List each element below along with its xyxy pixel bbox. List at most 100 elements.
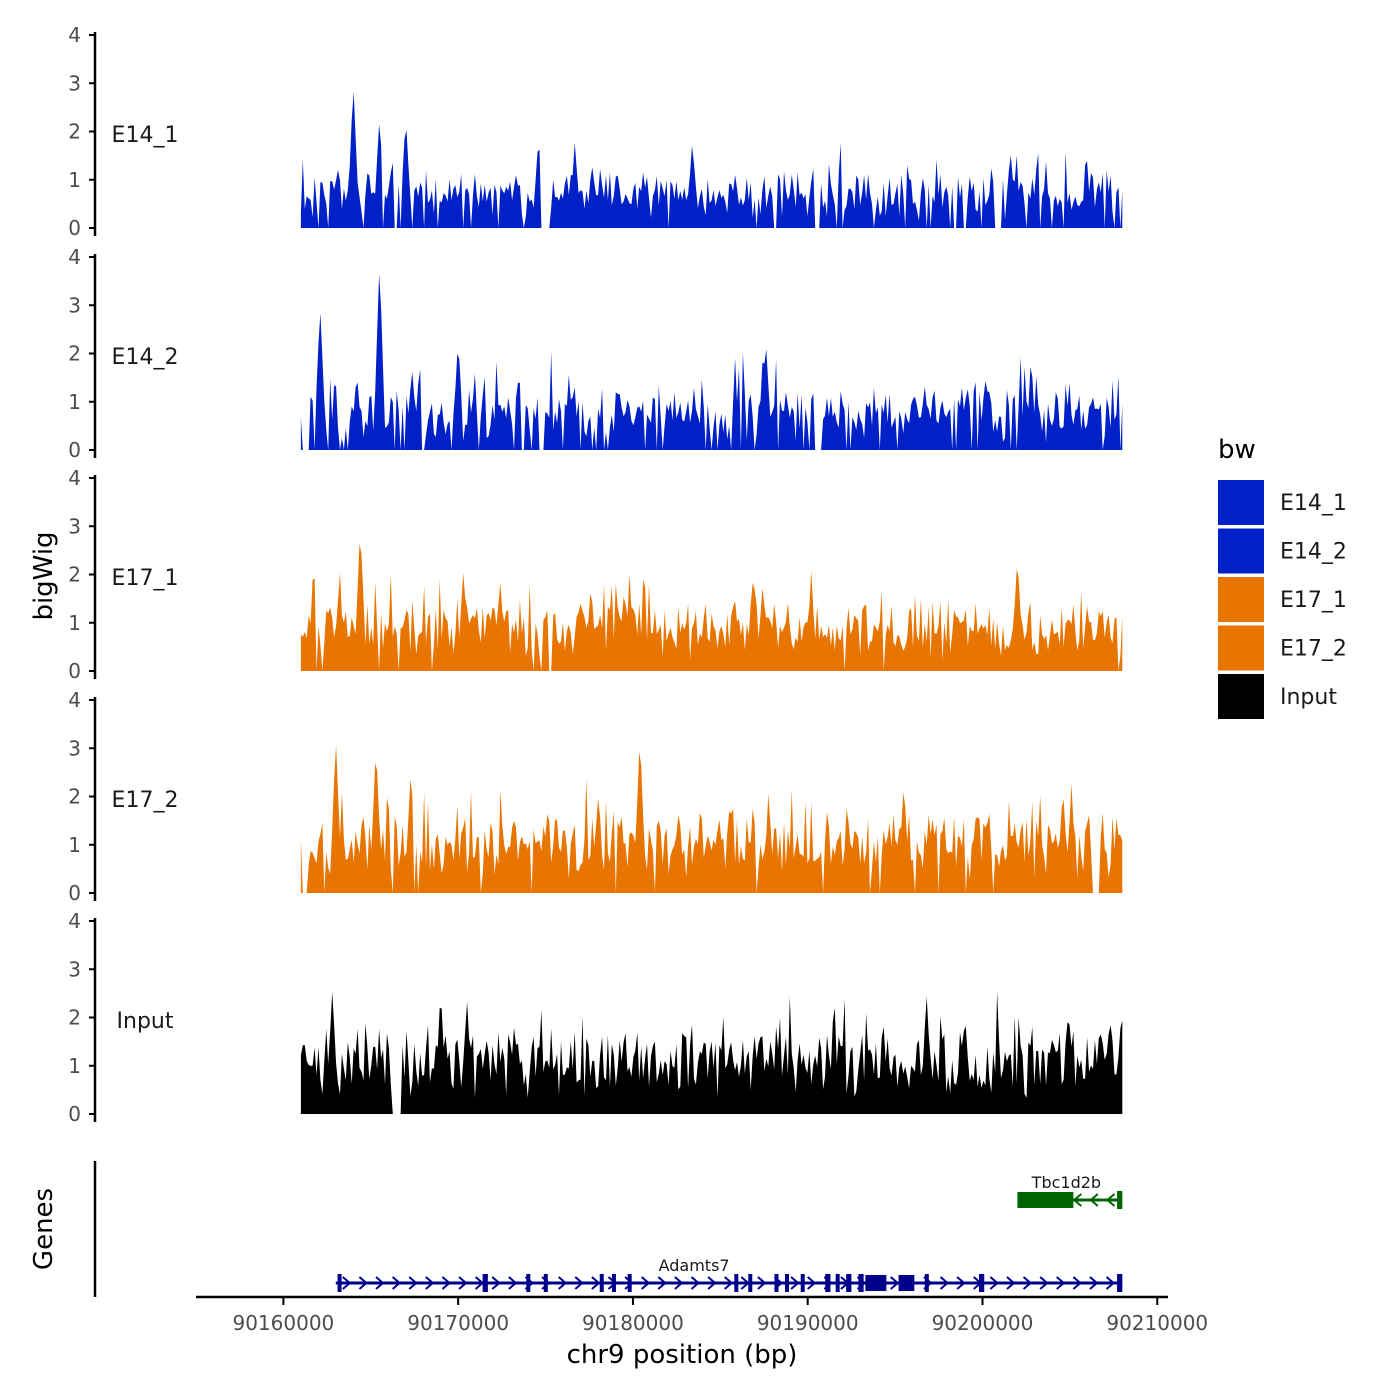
strand-chevron — [1022, 1276, 1033, 1290]
legend: bw E14_1 E14_2 E17_1 E17_2 Input — [1218, 435, 1347, 719]
strand-chevron — [375, 1276, 385, 1290]
strand-chevron — [939, 1276, 950, 1290]
y-tick-label: 1 — [68, 168, 81, 192]
y-tick-label: 2 — [68, 563, 81, 587]
exon-block — [1117, 1274, 1123, 1292]
strand-chevron — [790, 1276, 800, 1290]
legend-label: Input — [1280, 685, 1337, 710]
exon-block — [337, 1274, 342, 1292]
legend-swatch — [1218, 528, 1264, 574]
y-tick-label: 1 — [68, 611, 81, 635]
legend-swatch — [1218, 625, 1264, 671]
bigwig-tracks: 0 1 2 3 4 E14_1 0 1 2 3 4 E14_2 0 1 2 3 4 E17_1 0 1 2 3 4 E17_2… — [68, 23, 1123, 1126]
strand-chevron — [491, 1276, 501, 1290]
strand-chevron — [757, 1276, 767, 1290]
track-label-Input: Input — [117, 1009, 174, 1034]
strand-chevron — [358, 1276, 368, 1290]
exon-block — [627, 1274, 632, 1292]
x-axis-title: chr9 position (bp) — [567, 1340, 798, 1370]
strand-chevron — [1105, 1276, 1116, 1290]
gene-label-Tbc1d2b: Tbc1d2b — [1031, 1173, 1101, 1192]
strand-chevron — [408, 1276, 418, 1290]
exon-block — [611, 1274, 616, 1292]
strand-chevron — [1039, 1276, 1049, 1290]
x-tick-label: 90210000 — [1106, 1311, 1208, 1335]
strand-chevron — [441, 1276, 451, 1290]
y-axis-title: bigWig — [29, 531, 59, 620]
legend-label: E17_2 — [1280, 637, 1347, 662]
y-tick-label: 3 — [68, 957, 81, 981]
y-tick-label: 0 — [68, 881, 81, 905]
strand-chevron — [807, 1276, 817, 1290]
strand-chevron — [425, 1276, 435, 1290]
y-tick-label: 3 — [68, 71, 81, 95]
exon-block — [835, 1274, 840, 1292]
track-E14_1: 0 1 2 3 4 E14_1 — [68, 23, 1123, 240]
legend-entry-Input: Input — [1218, 674, 1337, 719]
y-tick-label: 3 — [68, 736, 81, 760]
exon-block — [482, 1274, 488, 1292]
genes-axis-title: Genes — [29, 1188, 59, 1270]
gene-label-Adamts7: Adamts7 — [659, 1256, 730, 1275]
strand-chevron — [989, 1276, 999, 1290]
exon-block — [978, 1274, 985, 1292]
y-tick-label: 1 — [68, 1054, 81, 1078]
legend-swatch — [1218, 480, 1264, 525]
strand-chevron — [508, 1276, 518, 1290]
gene-Tbc1d2b: Tbc1d2b — [1017, 1173, 1123, 1209]
strand-chevron — [690, 1276, 701, 1290]
y-tick-label: 1 — [68, 390, 81, 414]
track-label-E14_1: E14_1 — [112, 123, 179, 148]
coverage-area-E14_2 — [300, 274, 1123, 450]
exon-block — [924, 1274, 929, 1292]
strand-chevron — [657, 1276, 667, 1290]
track-E17_1: 0 1 2 3 4 E17_1 — [68, 466, 1123, 683]
y-tick-label: 4 — [68, 909, 81, 933]
strand-chevron — [1056, 1276, 1066, 1290]
strand-chevron — [624, 1276, 634, 1290]
y-tick-label: 2 — [68, 120, 81, 144]
x-tick-label: 90190000 — [757, 1311, 859, 1335]
exon-block — [1017, 1192, 1074, 1208]
legend-label: E14_2 — [1280, 540, 1347, 565]
strand-chevron — [674, 1276, 684, 1290]
strand-chevron — [956, 1276, 966, 1290]
y-tick-label: 0 — [68, 438, 81, 462]
track-label-E17_1: E17_1 — [112, 566, 179, 591]
x-axis: 90160000 90170000 90180000 90190000 90200000… — [196, 1295, 1208, 1335]
y-tick-label: 3 — [68, 514, 81, 538]
track-label-E14_2: E14_2 — [112, 345, 179, 370]
exon-block — [748, 1274, 753, 1292]
legend-title: bw — [1218, 435, 1256, 465]
strand-chevron — [1105, 1193, 1116, 1207]
legend-swatch — [1218, 577, 1264, 622]
exon-block — [734, 1274, 739, 1292]
y-tick-label: 4 — [68, 23, 81, 47]
strand-chevron — [890, 1276, 900, 1290]
legend-label: E17_1 — [1280, 588, 1347, 613]
y-tick-label: 0 — [68, 659, 81, 683]
exon-block — [846, 1274, 852, 1292]
track-E17_2: 0 1 2 3 4 E17_2 — [68, 688, 1123, 905]
y-tick-label: 4 — [68, 466, 81, 490]
strand-chevron — [641, 1276, 651, 1290]
strand-chevron — [1089, 1193, 1099, 1207]
coverage-area-E17_2 — [300, 744, 1123, 893]
x-tick-label: 90200000 — [932, 1311, 1034, 1335]
strand-chevron — [724, 1276, 734, 1290]
strand-chevron — [1072, 1193, 1082, 1207]
exon-block — [599, 1274, 604, 1292]
exon-block — [526, 1274, 531, 1292]
exon-block — [898, 1275, 915, 1291]
y-tick-label: 2 — [68, 785, 81, 809]
strand-chevron — [342, 1276, 352, 1290]
legend-entry-E14_2: E14_2 — [1218, 528, 1347, 574]
strand-chevron — [1089, 1276, 1099, 1290]
exon-block — [774, 1274, 779, 1292]
gene-Adamts7: Adamts7 — [335, 1256, 1123, 1292]
legend-label: E14_1 — [1280, 491, 1347, 516]
strand-chevron — [1072, 1276, 1082, 1290]
y-tick-label: 4 — [68, 245, 81, 269]
exon-block — [1117, 1191, 1123, 1209]
